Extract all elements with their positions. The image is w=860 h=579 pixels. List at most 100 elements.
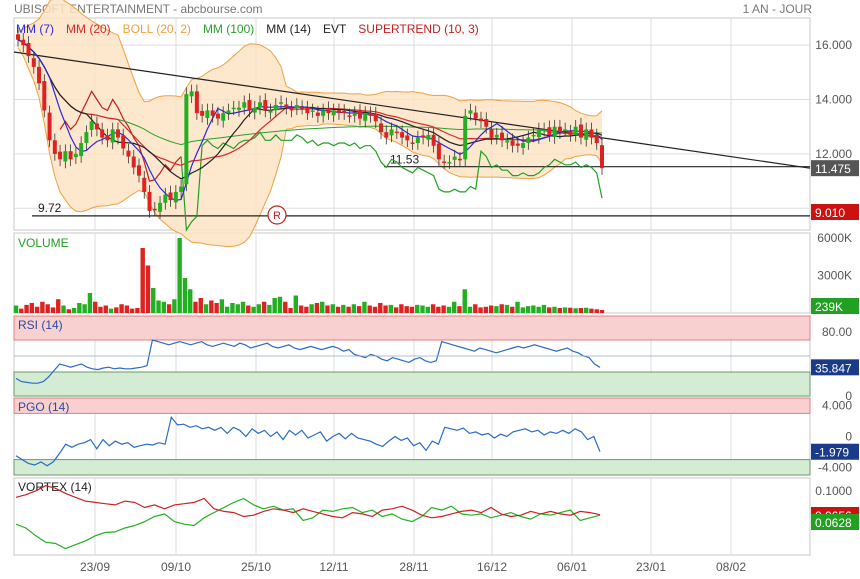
volume-bar <box>98 306 103 313</box>
volume-bar <box>531 305 536 313</box>
price-candle <box>142 177 147 192</box>
price-candle <box>242 102 247 108</box>
price-candle <box>184 94 189 185</box>
legend-item: SUPERTREND (10, 3) <box>358 22 478 36</box>
volume-last-badge: 239K <box>815 300 843 314</box>
price-candle <box>68 151 73 160</box>
rsi-overbought-zone <box>13 315 811 341</box>
volume-bar <box>166 304 172 313</box>
bollinger-upper-line <box>17 0 603 117</box>
low-value-label: 9.72 <box>38 201 62 215</box>
price-candle <box>89 121 94 130</box>
volume-bar <box>578 308 584 313</box>
price-candle <box>400 132 405 138</box>
price-candle <box>379 123 384 133</box>
price-candle <box>79 143 84 157</box>
volume-bar <box>188 289 193 313</box>
volume-bar <box>29 303 35 313</box>
price-candle <box>421 135 426 138</box>
price-candle <box>305 107 310 114</box>
price-candle <box>331 110 336 116</box>
price-candle <box>315 112 320 116</box>
price-candle <box>21 39 26 46</box>
price-candle <box>284 104 289 108</box>
price-candle <box>373 113 378 122</box>
volume-bar <box>573 308 578 313</box>
price-candle <box>194 91 199 114</box>
price-candle <box>352 113 357 116</box>
volume-bar <box>457 306 462 313</box>
legend-item: MM (100) <box>203 22 254 36</box>
volume-bar <box>40 301 45 313</box>
volume-bar <box>494 306 499 313</box>
volume-bar <box>341 304 346 313</box>
price-candle <box>552 126 557 138</box>
price-candle <box>215 113 220 119</box>
volume-bar <box>103 305 108 313</box>
price-candle <box>268 110 273 113</box>
price-candle <box>342 110 347 114</box>
volume-bar <box>557 308 562 313</box>
legend-item: MM (7) <box>16 22 54 36</box>
volume-bar <box>436 306 441 313</box>
volume-bar <box>50 307 56 313</box>
price-candle <box>494 134 499 138</box>
volume-bar <box>420 305 425 313</box>
y-tick-label: -4.000 <box>818 460 852 474</box>
y-tick-label: 14.000 <box>815 93 852 107</box>
price-candle <box>426 134 431 140</box>
price-candle <box>594 135 599 144</box>
volume-bar <box>393 307 399 313</box>
price-candle <box>536 129 541 138</box>
volume-bar <box>61 305 66 313</box>
volume-bar <box>515 301 520 313</box>
price-candle <box>410 142 415 144</box>
volume-bar <box>77 303 82 313</box>
price-candle <box>52 140 57 154</box>
volume-bar <box>92 301 98 313</box>
volume-bar <box>325 305 330 313</box>
price-candle <box>137 165 142 176</box>
legend-item: BOLL (20, 2) <box>123 22 191 36</box>
volume-bar <box>161 301 167 313</box>
supertrend-badge-box <box>811 204 859 220</box>
price-candle <box>415 137 420 144</box>
volume-bar <box>562 307 568 313</box>
volume-bar <box>404 306 409 313</box>
price-candle <box>47 112 52 141</box>
price-candle <box>179 186 184 192</box>
volume-bar <box>156 300 161 313</box>
price-candle <box>600 145 604 169</box>
price-candle <box>26 43 31 57</box>
price-candle <box>310 110 315 112</box>
volume-bar <box>388 304 394 313</box>
panel-frame <box>13 477 811 556</box>
volume-bar <box>467 306 473 313</box>
x-tick-label: 09/10 <box>161 560 191 574</box>
x-tick-label: 16/12 <box>477 560 507 574</box>
price-candle <box>478 118 483 122</box>
volume-bar <box>378 303 383 313</box>
price-candle <box>457 158 462 161</box>
volume-bar <box>230 303 235 313</box>
price-candle <box>526 137 531 144</box>
vortex-line <box>15 485 601 519</box>
volume-bar <box>124 305 130 313</box>
y-tick-label: 6000K <box>817 231 852 245</box>
price-candle <box>431 134 436 146</box>
volume-bar <box>251 306 256 313</box>
volume-bar <box>240 301 246 313</box>
price-candle <box>84 132 89 144</box>
volume-bar <box>135 308 140 313</box>
price-candle <box>484 119 489 127</box>
volume-bar <box>145 265 151 313</box>
price-candle <box>589 129 594 138</box>
price-candle <box>384 132 389 138</box>
price-candle <box>447 162 452 164</box>
price-candle <box>405 135 410 141</box>
price-candle <box>473 112 478 119</box>
support-value-label: 11.53 <box>390 153 419 167</box>
price-candle <box>357 110 362 119</box>
volume-bar <box>483 306 489 313</box>
price-candle <box>147 191 152 211</box>
